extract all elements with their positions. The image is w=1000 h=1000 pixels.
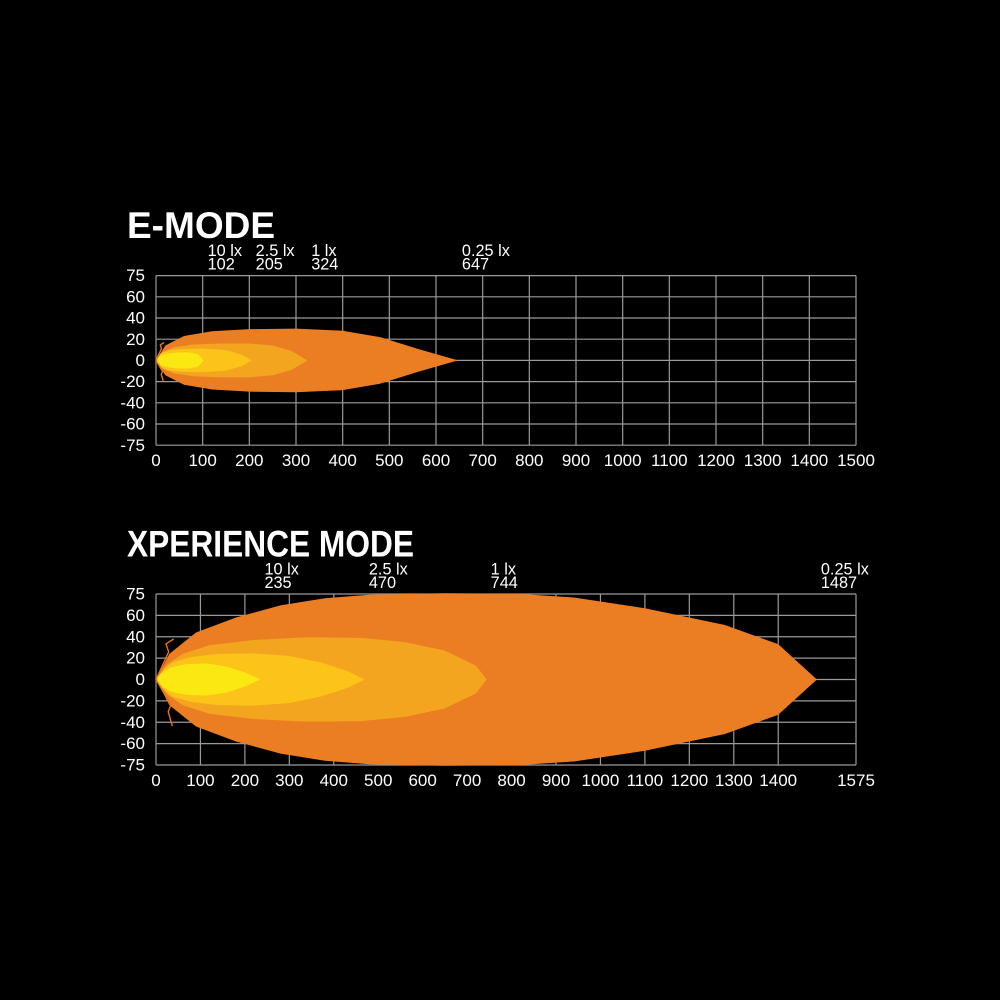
- svg-text:1000: 1000: [582, 771, 620, 790]
- svg-text:1100: 1100: [651, 451, 688, 470]
- svg-text:1200: 1200: [697, 451, 735, 470]
- svg-text:500: 500: [375, 451, 403, 470]
- svg-text:1300: 1300: [715, 771, 753, 790]
- svg-text:900: 900: [562, 451, 590, 470]
- svg-text:-40: -40: [120, 393, 145, 412]
- svg-text:-20: -20: [120, 691, 145, 710]
- svg-text:744: 744: [491, 574, 518, 592]
- svg-text:0: 0: [136, 351, 145, 370]
- svg-text:-20: -20: [120, 372, 145, 391]
- svg-text:1487: 1487: [821, 574, 857, 592]
- svg-text:40: 40: [126, 627, 145, 646]
- svg-text:1000: 1000: [604, 451, 642, 470]
- svg-text:-60: -60: [120, 415, 145, 434]
- svg-text:600: 600: [408, 771, 436, 790]
- svg-text:235: 235: [264, 574, 291, 592]
- svg-text:-40: -40: [120, 713, 145, 732]
- svg-text:0: 0: [151, 771, 160, 790]
- svg-text:1500: 1500: [837, 451, 875, 470]
- svg-text:0: 0: [136, 670, 145, 689]
- svg-text:20: 20: [126, 649, 145, 668]
- svg-text:700: 700: [468, 451, 496, 470]
- svg-text:XPERIENCE MODE: XPERIENCE MODE: [127, 524, 414, 565]
- svg-text:800: 800: [515, 451, 543, 470]
- svg-text:205: 205: [256, 256, 283, 274]
- svg-text:-75: -75: [120, 436, 145, 455]
- svg-text:1200: 1200: [670, 771, 708, 790]
- svg-text:900: 900: [542, 771, 570, 790]
- svg-text:500: 500: [364, 771, 392, 790]
- svg-text:40: 40: [126, 309, 145, 328]
- svg-text:647: 647: [462, 256, 489, 274]
- svg-text:1575: 1575: [837, 771, 875, 790]
- svg-text:1400: 1400: [790, 451, 828, 470]
- svg-text:1100: 1100: [627, 771, 664, 790]
- svg-text:200: 200: [235, 451, 263, 470]
- svg-text:400: 400: [328, 451, 356, 470]
- svg-text:1400: 1400: [759, 771, 797, 790]
- svg-text:20: 20: [126, 330, 145, 349]
- svg-text:75: 75: [126, 266, 145, 285]
- svg-text:300: 300: [282, 451, 310, 470]
- svg-text:700: 700: [453, 771, 481, 790]
- svg-text:102: 102: [208, 256, 235, 274]
- svg-text:400: 400: [320, 771, 348, 790]
- svg-text:75: 75: [126, 585, 145, 604]
- svg-text:100: 100: [188, 451, 216, 470]
- svg-text:-60: -60: [120, 734, 145, 753]
- svg-text:800: 800: [497, 771, 525, 790]
- svg-text:600: 600: [422, 451, 450, 470]
- svg-text:0: 0: [151, 451, 160, 470]
- svg-text:100: 100: [186, 771, 214, 790]
- svg-text:470: 470: [369, 574, 396, 592]
- svg-text:60: 60: [126, 606, 145, 625]
- svg-text:60: 60: [126, 287, 145, 306]
- svg-text:300: 300: [275, 771, 303, 790]
- svg-text:-75: -75: [120, 756, 145, 775]
- svg-text:1300: 1300: [744, 451, 782, 470]
- svg-text:E-MODE: E-MODE: [127, 205, 275, 246]
- svg-text:324: 324: [311, 256, 338, 274]
- svg-text:200: 200: [231, 771, 259, 790]
